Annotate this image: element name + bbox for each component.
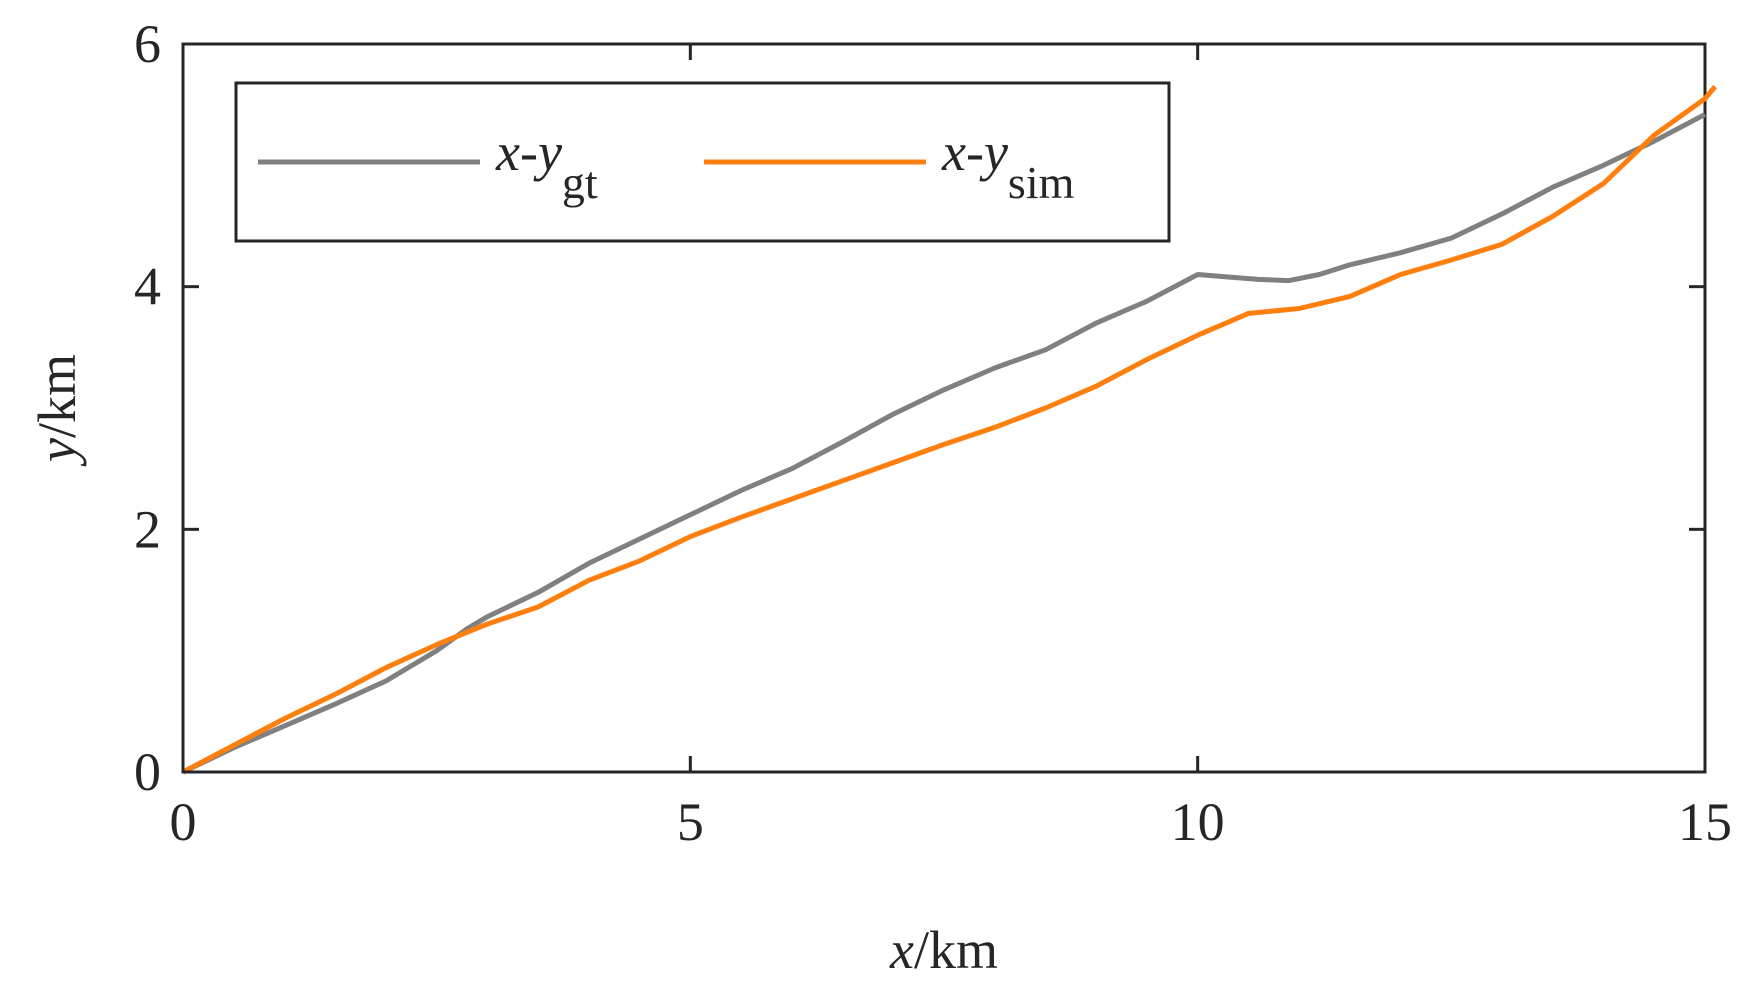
legend: x-ygt x-ysim: [234, 81, 1171, 243]
axes-box: [181, 42, 1707, 774]
x-tick-label: 0: [170, 792, 197, 852]
y-tick-label: 0: [134, 742, 161, 802]
legend-label-sim-main: x-y: [941, 122, 1008, 182]
x-tick-label: 10: [1171, 792, 1225, 852]
legend-label-gt-sub: gt: [562, 157, 598, 208]
series-line-sim: [181, 84, 1718, 775]
y-tick-label: 4: [134, 257, 161, 317]
y-tick-label: 2: [134, 499, 161, 559]
legend-label-gt: x-ygt: [495, 122, 598, 208]
x-axis-label-unit: /km: [914, 920, 998, 980]
x-axis-label: x/km: [889, 920, 998, 980]
legend-label-gt-main: x-y: [495, 122, 562, 182]
y-axis-label-var: y: [27, 438, 87, 467]
x-tick-label: 15: [1678, 792, 1732, 852]
y-tick-label: 6: [134, 14, 161, 74]
plot-area: 0 5 10 15 0 2 4 6: [134, 14, 1732, 852]
legend-label-sim-sub: sim: [1008, 157, 1075, 208]
legend-label-sim: x-ysim: [941, 122, 1075, 208]
tick-marks: [181, 42, 1707, 774]
y-axis-label: y/km: [27, 354, 87, 467]
tick-labels: 0 5 10 15 0 2 4 6: [134, 14, 1732, 852]
x-tick-label: 5: [677, 792, 704, 852]
y-axis-label-unit: /km: [27, 354, 87, 438]
x-axis-label-var: x: [889, 920, 914, 980]
series-layer: [181, 84, 1718, 775]
